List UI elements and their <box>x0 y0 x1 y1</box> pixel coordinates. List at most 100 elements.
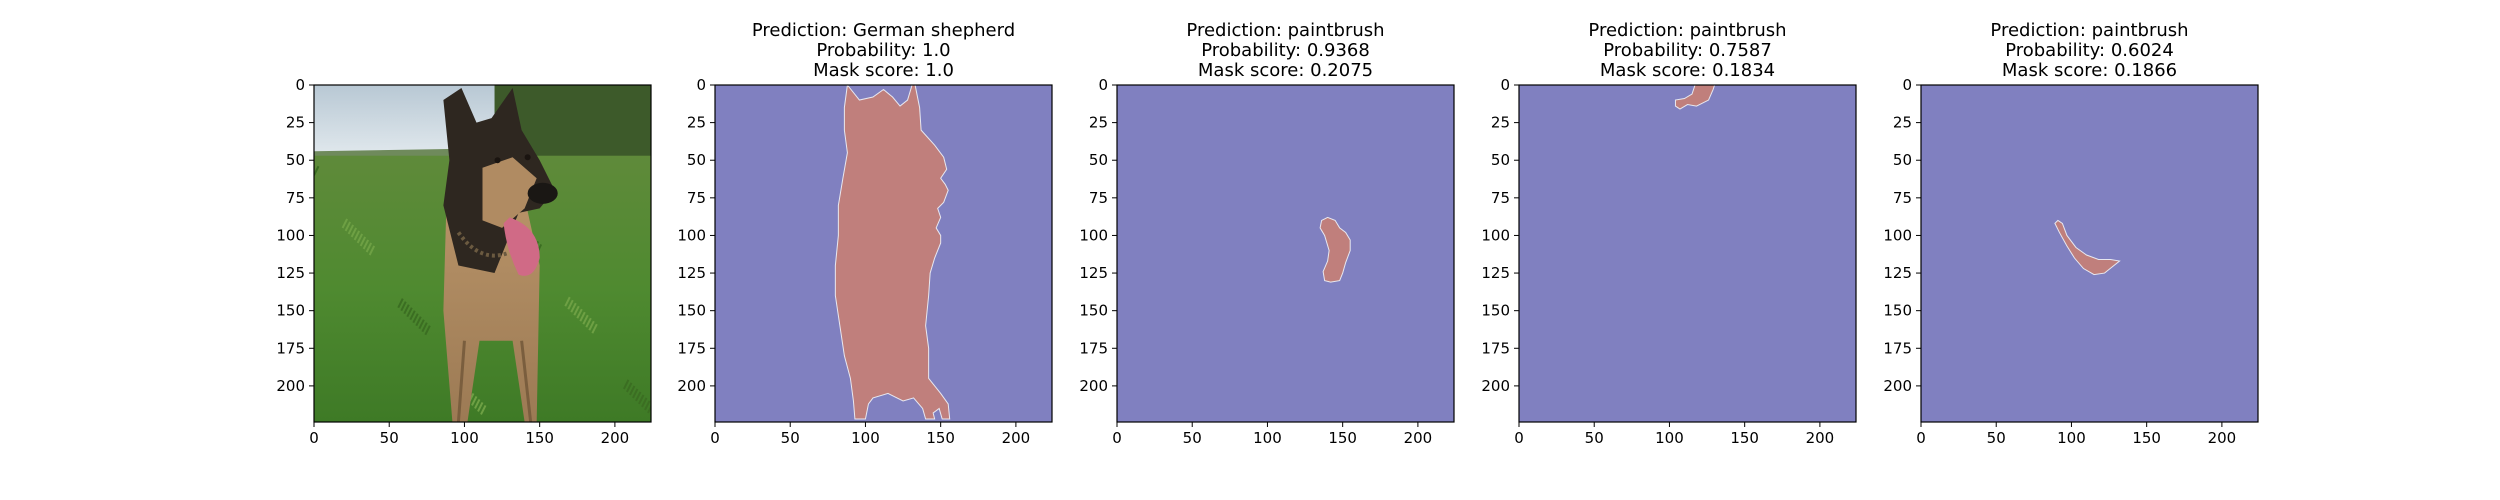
x-tick-label: 0 <box>1514 429 1524 447</box>
grass-streak <box>477 401 484 412</box>
y-tick-label: 125 <box>1079 264 1108 282</box>
grass-streak <box>570 302 577 313</box>
dog-photo <box>314 85 651 422</box>
y-tick-label: 100 <box>677 226 706 244</box>
x-tick-label: 50 <box>1585 429 1604 447</box>
grass-streak <box>626 382 633 393</box>
grass-streak <box>406 307 413 318</box>
x-tick-label: 200 <box>1002 429 1031 447</box>
grass-streak <box>412 313 419 324</box>
x-tick-label: 0 <box>309 429 319 447</box>
y-tick-label: 125 <box>677 264 706 282</box>
y-tick-label: 175 <box>677 339 706 357</box>
y-tick-label: 25 <box>1491 114 1510 132</box>
dog-eye <box>524 154 531 161</box>
y-tick-label: 200 <box>1883 377 1912 395</box>
y-tick-label: 125 <box>276 264 305 282</box>
grass-streak <box>341 218 348 229</box>
y-tick-label: 175 <box>1079 339 1108 357</box>
grass-streak <box>585 317 592 328</box>
grass-streak <box>415 316 422 327</box>
x-tick-label: 100 <box>2057 429 2086 447</box>
dog-face <box>482 157 537 228</box>
grass-streak <box>403 304 410 315</box>
grass-streak <box>350 227 358 238</box>
grass-streak <box>641 397 648 408</box>
x-tick-label: 200 <box>1806 429 1835 447</box>
grass-streak <box>400 301 407 312</box>
grass-streak <box>424 325 431 336</box>
photo-trees <box>494 85 651 164</box>
panels-layer: 0 50 100 150 2000255075100125150175200Predic… <box>276 20 2259 447</box>
x-tick-label: 0 <box>710 429 720 447</box>
mask-region <box>1319 216 1351 283</box>
x-tick-label: 0 <box>1112 429 1122 447</box>
axes-frame <box>714 84 1053 423</box>
y-tick-label: 0 <box>1902 76 1912 94</box>
grass-streak <box>582 314 589 325</box>
grass-streak <box>471 395 478 406</box>
y-tick-label: 25 <box>1893 114 1912 132</box>
x-tick-label: 0 <box>1916 429 1926 447</box>
y-tick-label: 50 <box>1491 151 1510 169</box>
x-tick-label: 50 <box>1183 429 1202 447</box>
y-tick-label: 0 <box>1500 76 1510 94</box>
dog-tongue <box>503 217 540 276</box>
grass-streak <box>647 404 651 414</box>
grass-streak <box>591 323 598 334</box>
panel-title-line: Probability: 1.0 <box>816 40 950 61</box>
panel-title-line: Probability: 0.7587 <box>1603 40 1772 61</box>
y-tick-label: 150 <box>276 302 305 320</box>
y-tick-label: 175 <box>1883 339 1912 357</box>
grass-streak <box>644 400 651 411</box>
panel-title-line: Prediction: paintbrush <box>1186 20 1384 41</box>
grass-streak <box>474 398 481 409</box>
x-tick-label: 150 <box>1328 429 1357 447</box>
y-tick-label: 50 <box>1089 151 1108 169</box>
y-tick-label: 200 <box>1079 377 1108 395</box>
panel-title-line: Mask score: 1.0 <box>813 60 954 81</box>
grass-streak <box>629 385 636 396</box>
grass-streak <box>344 221 352 232</box>
y-tick-label: 100 <box>1883 226 1912 244</box>
panel-title-line: Probability: 0.6024 <box>2005 40 2174 61</box>
grass-streak <box>632 388 639 399</box>
y-tick-label: 75 <box>286 189 305 207</box>
grass-streak <box>356 233 364 244</box>
y-tick-label: 200 <box>677 377 706 395</box>
grass-streak <box>564 296 571 307</box>
x-tick-label: 200 <box>2208 429 2237 447</box>
grass-streak <box>623 379 630 390</box>
y-tick-label: 75 <box>1089 189 1108 207</box>
x-tick-label: 100 <box>1655 429 1684 447</box>
x-tick-label: 100 <box>1253 429 1282 447</box>
mask-region <box>834 83 951 420</box>
grass-streak <box>579 311 586 322</box>
y-tick-label: 75 <box>1491 189 1510 207</box>
panel-title-line: Prediction: paintbrush <box>1990 20 2188 41</box>
x-tick-label: 150 <box>2132 429 2161 447</box>
y-tick-label: 25 <box>687 114 706 132</box>
mask-background <box>1117 85 1454 422</box>
x-tick-label: 50 <box>781 429 800 447</box>
x-tick-label: 150 <box>525 429 554 447</box>
panel-title-line: Prediction: German shepherd <box>752 20 1015 41</box>
grass-streak <box>359 236 367 247</box>
y-tick-label: 200 <box>1481 377 1510 395</box>
y-tick-label: 175 <box>276 339 305 357</box>
y-tick-label: 75 <box>1893 189 1912 207</box>
y-tick-label: 50 <box>1893 151 1912 169</box>
y-tick-label: 125 <box>1883 264 1912 282</box>
y-tick-label: 200 <box>276 377 305 395</box>
x-tick-label: 200 <box>601 429 630 447</box>
grass-streak <box>314 165 320 176</box>
axes-frame <box>1518 84 1857 423</box>
grass-streak <box>480 405 487 415</box>
y-tick-label: 150 <box>1883 302 1912 320</box>
y-tick-label: 150 <box>1481 302 1510 320</box>
x-tick-label: 100 <box>450 429 479 447</box>
panel-title-line: Mask score: 0.1834 <box>1600 60 1775 81</box>
axes-frame <box>1116 84 1455 423</box>
x-tick-label: 150 <box>926 429 955 447</box>
